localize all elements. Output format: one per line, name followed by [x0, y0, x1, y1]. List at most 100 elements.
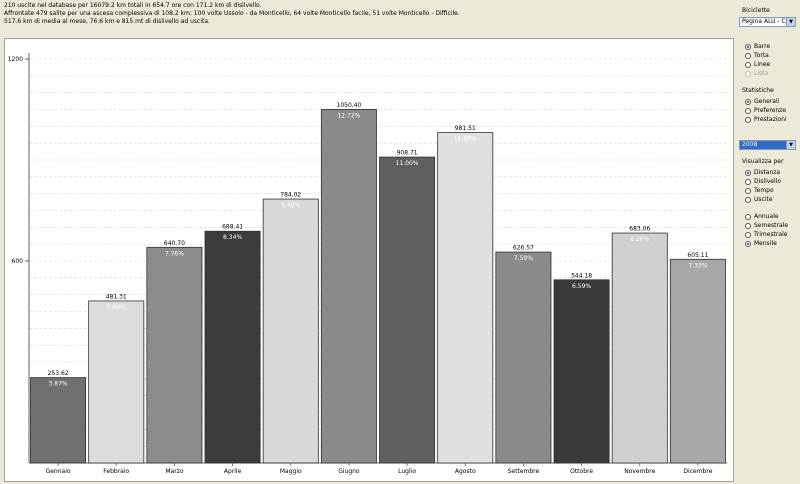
view-option-distanza[interactable]: Distanza [745, 168, 780, 177]
summary-line-2: Affrontate 479 salite per una ascesa com… [4, 10, 460, 17]
bar [262, 198, 319, 464]
chevron-down-icon[interactable]: ▼ [786, 141, 795, 149]
bar [553, 279, 610, 464]
x-tick-label: Gennaio [46, 468, 71, 475]
bar-value-label: 688.41 [222, 224, 243, 231]
radio-button[interactable] [745, 169, 751, 176]
period-option-annuale[interactable]: Annuale [745, 212, 779, 221]
view-option-uscite[interactable]: Uscite [745, 195, 773, 204]
radio-button[interactable] [745, 222, 751, 229]
bar [88, 300, 145, 464]
x-tick-label: Giugno [338, 468, 360, 475]
bar-value-label: 1050.40 [337, 102, 362, 109]
bar [611, 232, 668, 464]
option-label: Dislivello [754, 177, 781, 185]
bar-percent-label: 12.72% [337, 112, 360, 119]
period-option-trimestrale[interactable]: Trimestrale [745, 230, 787, 239]
summary-line-3: 517.6 km di media al mese, 76.6 km e 815… [4, 18, 210, 25]
option-label: Prestazioni [754, 115, 787, 123]
x-tick-label: Marzo [165, 468, 183, 475]
option-label: Mensile [754, 239, 777, 247]
radio-button[interactable] [745, 178, 751, 185]
bar-value-label: 908.71 [397, 150, 418, 157]
radio-button[interactable] [745, 240, 751, 247]
x-tick-label: Dicembre [683, 468, 712, 475]
period-option-mensile[interactable]: Mensile [745, 239, 777, 248]
radio-button[interactable] [745, 196, 751, 203]
chevron-down-icon[interactable]: ▼ [786, 18, 795, 26]
radio-button[interactable] [745, 187, 751, 194]
bar-value-label: 605.11 [687, 252, 708, 259]
option-label: Preferenze [754, 106, 787, 114]
stats-option-generali[interactable]: Generali [745, 97, 779, 106]
bar-percent-label: 11.00% [396, 160, 419, 167]
view-label: Visualizza per [742, 158, 784, 165]
bar-percent-label: 8.26% [630, 236, 649, 243]
radio-button[interactable] [745, 52, 751, 59]
x-tick-label: Settembre [508, 468, 540, 475]
chart-style-option-barre[interactable]: Barre [745, 42, 770, 51]
bike-select[interactable]: Pegina ALU - Cr ▼ [739, 17, 796, 27]
bar [379, 156, 436, 464]
option-label: Semestrale [754, 221, 789, 229]
radio-button[interactable] [745, 116, 751, 123]
bar-value-label: 626.57 [513, 245, 534, 252]
bar-percent-label: 6.59% [572, 283, 591, 290]
option-label: Torta [754, 51, 769, 59]
bar-value-label: 683.06 [629, 226, 650, 233]
x-tick-label: Aprile [224, 468, 242, 475]
bar-value-label: 253.62 [48, 370, 69, 377]
bar [495, 251, 552, 464]
bar-percent-label: 7.59% [514, 255, 533, 262]
bar-value-label: 481.31 [106, 293, 127, 300]
bar [30, 377, 87, 464]
option-label: Lista [754, 69, 769, 77]
chart-style-option-torta[interactable]: Torta [745, 51, 769, 60]
view-option-tempo[interactable]: Tempo [745, 186, 774, 195]
bar-percent-label: 8.34% [223, 234, 242, 241]
radio-button[interactable] [745, 231, 751, 238]
option-label: Barre [754, 42, 771, 50]
year-select-value: 2008 [742, 141, 758, 148]
stats-label: Statistiche [742, 87, 774, 94]
bar-value-label: 640.70 [164, 240, 185, 247]
stats-option-prestazioni[interactable]: Prestazioni [745, 115, 787, 124]
bar [437, 132, 494, 464]
bar [146, 246, 203, 464]
x-tick-label: Novembre [624, 468, 655, 475]
bar-value-label: 544.18 [571, 272, 592, 279]
bar-percent-label: 7.76% [165, 250, 184, 257]
radio-button[interactable] [745, 61, 751, 68]
bar-value-label: 981.51 [455, 125, 476, 132]
bike-label: Biciclette [742, 7, 770, 14]
radio-button[interactable] [745, 98, 751, 105]
bar [320, 108, 377, 464]
radio-button[interactable] [745, 43, 751, 50]
y-tick-label: 600 [12, 258, 24, 265]
year-select[interactable]: 2008 ▼ [739, 140, 796, 150]
option-label: Tempo [754, 186, 774, 194]
x-tick-label: Maggio [280, 468, 302, 475]
option-label: Linee [754, 60, 771, 68]
chart-area: 600 1200 253.62 3.87% Gennaio 481.31 5.69% Febb… [4, 38, 734, 482]
stats-option-preferenze[interactable]: Preferenze [745, 106, 786, 115]
x-tick-label: Febbraio [103, 468, 129, 475]
radio-button[interactable] [745, 107, 751, 114]
option-label: Uscite [754, 195, 773, 203]
radio-button[interactable] [745, 213, 751, 220]
bar [669, 258, 726, 464]
options-panel: Biciclette Pegina ALU - Cr ▼ Barre Torta L… [737, 0, 800, 484]
view-option-dislivello[interactable]: Dislivello [745, 177, 781, 186]
summary-line-1: 210 uscite nel database per 16079.2 km t… [4, 2, 262, 9]
chart-style-option-linee[interactable]: Linee [745, 60, 770, 69]
option-label: Generali [754, 97, 780, 105]
bar-percent-label: 9.49% [281, 202, 300, 209]
x-tick-label: Agosto [455, 468, 476, 475]
bar-percent-label: 5.69% [107, 304, 126, 311]
option-label: Annuale [754, 212, 779, 220]
y-tick-label: 1200 [8, 56, 23, 63]
bar-percent-label: 7.33% [688, 262, 707, 269]
bar-percent-label: 3.87% [49, 381, 68, 388]
bar-percent-label: 11.88% [454, 136, 477, 143]
period-option-semestrale[interactable]: Semestrale [745, 221, 788, 230]
